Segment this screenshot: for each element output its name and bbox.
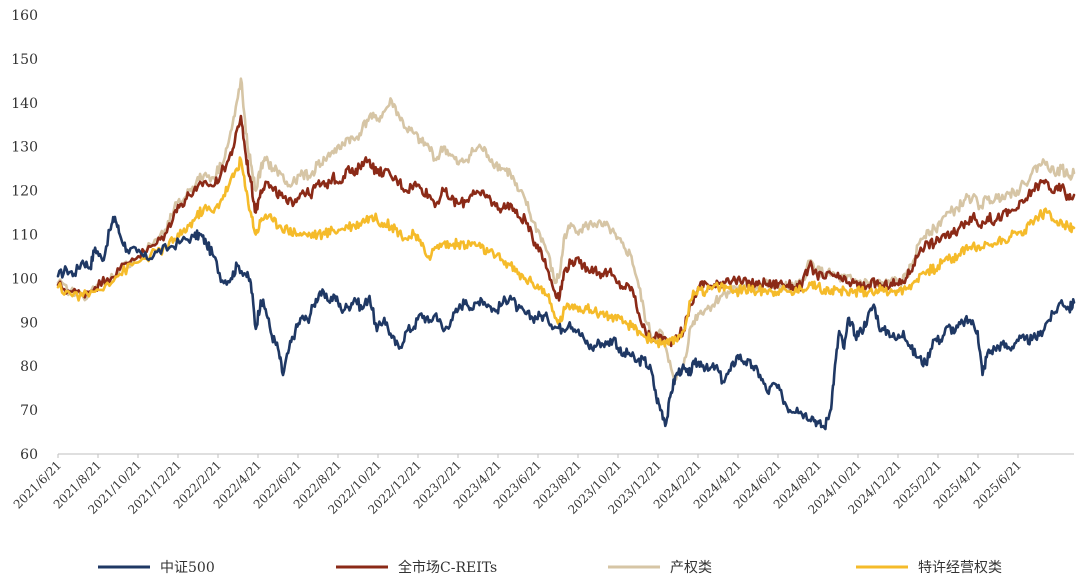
series-line-2 <box>56 77 1076 382</box>
y-tick-label: 100 <box>11 271 38 287</box>
legend-label: 产权类 <box>670 560 712 576</box>
series-line-1 <box>56 114 1076 348</box>
y-tick-label: 150 <box>11 52 38 68</box>
series-line-3 <box>56 156 1076 349</box>
y-tick-label: 80 <box>20 359 38 375</box>
y-tick-label: 140 <box>11 96 38 112</box>
legend: 中证500 全市场C-REITs 产权类 特许经营权类 <box>98 559 1002 576</box>
y-tick-label: 110 <box>11 228 38 244</box>
legend-label: 特许经营权类 <box>918 560 1002 576</box>
y-tick-label: 60 <box>20 447 38 463</box>
y-tick-label: 120 <box>11 184 38 200</box>
legend-label: 全市场C-REITs <box>398 559 497 576</box>
series-line-0 <box>56 215 1076 431</box>
y-tick-label: 130 <box>11 140 38 156</box>
series-layer <box>56 77 1076 431</box>
x-axis: 2021/6/212021/8/212021/10/212021/12/2120… <box>11 454 1024 517</box>
y-tick-label: 70 <box>20 403 38 419</box>
y-tick-label: 160 <box>11 8 38 24</box>
legend-label: 中证500 <box>160 560 215 576</box>
y-tick-label: 90 <box>20 315 38 331</box>
y-axis: 60 70 80 90 100 110 120 130 140 150 160 <box>11 8 38 463</box>
